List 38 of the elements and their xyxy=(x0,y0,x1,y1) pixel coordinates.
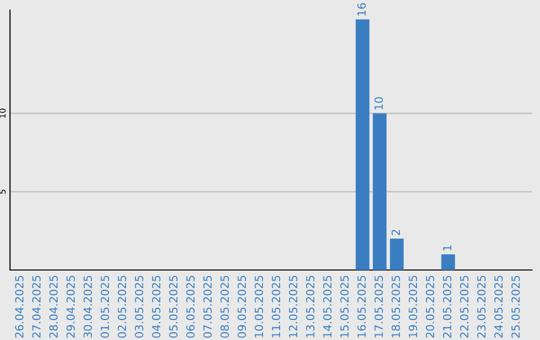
x-tick-label: 11.05.2025 xyxy=(272,276,280,338)
data-label: 16 xyxy=(357,3,366,16)
x-tick-label: 18.05.2025 xyxy=(392,276,400,338)
x-tick-label: 28.04.2025 xyxy=(49,276,58,338)
x-tick-label: 22.05.2025 xyxy=(460,276,468,338)
x-tick-label: 20.05.2025 xyxy=(426,276,434,338)
x-tick-label: 05.05.2025 xyxy=(169,276,178,338)
x-tick-label: 03.05.2025 xyxy=(134,276,144,338)
x-tick-label: 01.05.2025 xyxy=(100,276,110,338)
x-tick-label: 17.05.2025 xyxy=(374,276,383,338)
x-tick-label: 21.05.2025 xyxy=(442,276,452,338)
x-tick-label: 02.05.2025 xyxy=(118,276,126,338)
x-tick-label: 04.05.2025 xyxy=(152,276,160,338)
x-tick-label: 13.05.2025 xyxy=(306,276,314,338)
x-tick-label: 29.04.2025 xyxy=(66,276,75,338)
x-tick-label: 08.05.2025 xyxy=(220,276,229,338)
x-tick-label: 19.05.2025 xyxy=(408,276,418,338)
bar xyxy=(356,19,370,270)
x-tick-label: 27.04.2025 xyxy=(32,276,41,338)
bar xyxy=(372,113,387,270)
x-tick-label: 10.05.2025 xyxy=(254,276,264,338)
x-tick-label: 15.05.2025 xyxy=(340,276,349,338)
x-tick-label: 12.05.2025 xyxy=(288,276,298,338)
x-tick-label: 06.05.2025 xyxy=(186,276,195,338)
data-label: 2 xyxy=(392,230,400,236)
x-tick-label: 26.04.2025 xyxy=(15,276,24,338)
x-tick-label: 23.05.2025 xyxy=(477,276,486,338)
x-tick-label: 16.05.2025 xyxy=(357,276,366,338)
x-tick-label: 14.05.2025 xyxy=(323,276,332,338)
x-tick-label: 07.05.2025 xyxy=(203,276,212,338)
bar xyxy=(390,238,404,270)
data-label: 10 xyxy=(374,97,383,110)
data-label: 1 xyxy=(443,246,452,250)
x-tick-label: 24.05.2025 xyxy=(494,276,503,338)
x-tick-label: 25.05.2025 xyxy=(511,276,520,338)
bar xyxy=(441,254,455,270)
x-tick-label: 09.05.2025 xyxy=(238,276,246,338)
x-tick-label: 30.04.2025 xyxy=(84,276,92,338)
